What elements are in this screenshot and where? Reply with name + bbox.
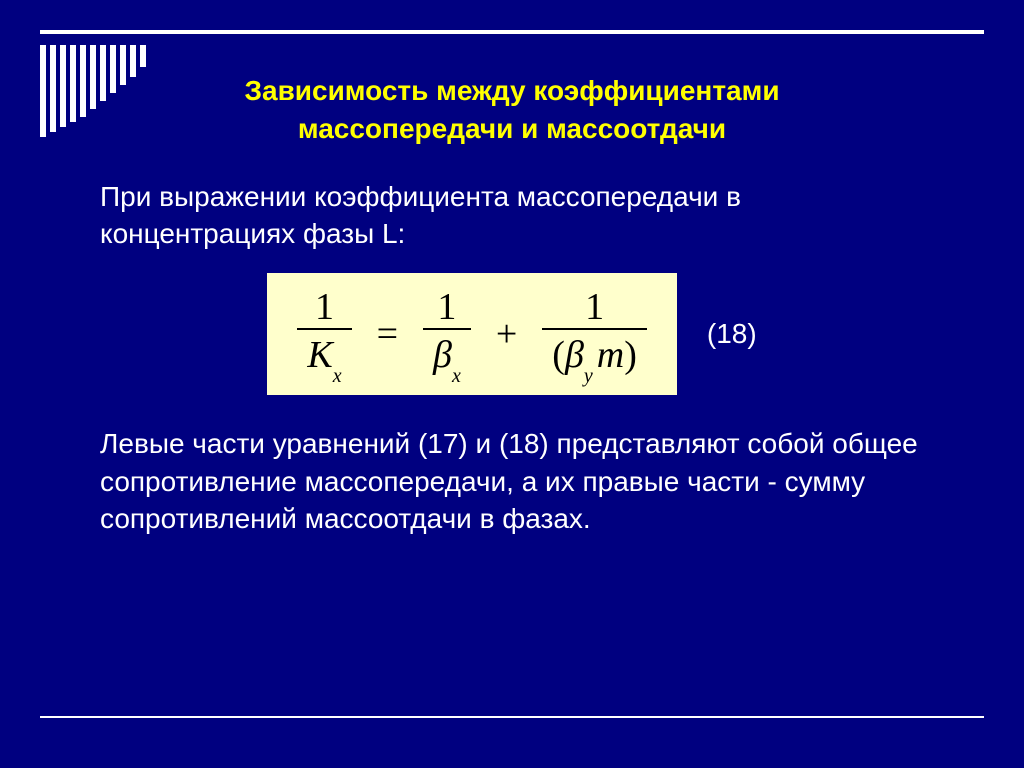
equation-box: 1 Kx = 1 βx + 1 (βym) bbox=[267, 273, 677, 395]
decoration-bar bbox=[130, 45, 136, 77]
lhs-numerator: 1 bbox=[305, 288, 344, 328]
equation-number: (18) bbox=[707, 318, 757, 350]
decoration-bar bbox=[80, 45, 86, 117]
top-rule bbox=[40, 30, 984, 34]
lhs-denominator: Kx bbox=[297, 328, 351, 380]
decoration-bar bbox=[60, 45, 66, 127]
explanation-paragraph: Левые части уравнений (17) и (18) предст… bbox=[100, 425, 924, 538]
plus-sign: + bbox=[496, 312, 517, 356]
fraction-rhs2: 1 (βym) bbox=[542, 288, 647, 380]
title-line-2: массопередачи и массоотдачи bbox=[298, 113, 726, 144]
fraction-rhs1: 1 βx bbox=[423, 288, 471, 380]
rhs1-numerator: 1 bbox=[427, 288, 466, 328]
decoration-bar bbox=[50, 45, 56, 132]
rhs2-denominator: (βym) bbox=[542, 328, 647, 380]
equation-row: 1 Kx = 1 βx + 1 (βym) (18) bbox=[100, 273, 924, 395]
equals-sign: = bbox=[377, 312, 398, 356]
title-line-1: Зависимость между коэффициентами bbox=[244, 75, 779, 106]
slide-title: Зависимость между коэффициентами массопе… bbox=[0, 0, 1024, 148]
decoration-bar bbox=[140, 45, 146, 67]
decoration-bar bbox=[110, 45, 116, 93]
bottom-rule bbox=[40, 716, 984, 718]
corner-bars-decoration bbox=[40, 45, 146, 137]
fraction-lhs: 1 Kx bbox=[297, 288, 351, 380]
decoration-bar bbox=[90, 45, 96, 109]
intro-paragraph: При выражении коэффициента массопередачи… bbox=[100, 178, 924, 254]
rhs1-denominator: βx bbox=[423, 328, 471, 380]
content-area: При выражении коэффициента массопередачи… bbox=[0, 178, 1024, 539]
decoration-bar bbox=[40, 45, 46, 137]
decoration-bar bbox=[100, 45, 106, 101]
decoration-bar bbox=[120, 45, 126, 85]
decoration-bar bbox=[70, 45, 76, 122]
rhs2-numerator: 1 bbox=[575, 288, 614, 328]
